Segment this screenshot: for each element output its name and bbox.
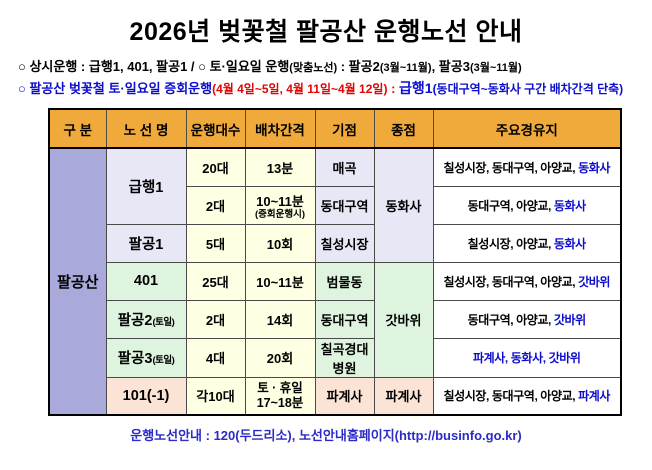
cell-r2-count: 2대 — [185, 185, 246, 225]
cell-r1-origin: 매곡 — [314, 147, 375, 187]
table-row-palgong1: 팔공1 5대 10회 칠성시장 칠성시장, 아양교, 동화사 — [49, 223, 622, 263]
note1-months-a: (3월~11월) — [379, 62, 432, 74]
cell-r6-count: 4대 — [185, 337, 246, 378]
via-highlight: 동화사 — [578, 160, 611, 175]
cell-terminus-gatbawi: 갓바위 — [373, 261, 434, 378]
route-name: 팔공3 — [117, 351, 153, 367]
cell-r6-route: 팔공3(토일) — [105, 337, 187, 378]
notice-page: 2026년 벚꽃철 팔공산 운행노선 안내 ○ 상시운행 : 급행1, 401,… — [0, 12, 652, 470]
via-stops: 칠성시장, 동대구역, 아양교, — [443, 160, 579, 175]
cell-r5-origin: 동대구역 — [314, 299, 375, 339]
interval-minutes: 17~18분 — [256, 395, 304, 410]
cell-r4-count: 25대 — [185, 261, 246, 301]
via-highlight: 파계사, 동화사, 갓바위 — [473, 351, 581, 365]
cell-r6-origin: 칠곡경대병원 — [314, 337, 375, 378]
cell-terminus-pagyesa: 파계사 — [373, 376, 434, 416]
route-day-note: (토일) — [152, 316, 175, 328]
note2-detail: (동대구역~동화사 구간 배차간격 단축) — [432, 82, 624, 96]
table-row-geuphaeng1-a: 팔공산 급행1 20대 13분 매곡 동화사 칠성시장, 동대구역, 아양교, … — [48, 147, 622, 416]
page-title: 2026년 벚꽃철 팔공산 운행노선 안내 — [129, 18, 523, 46]
via-stops: 칠성시장, 동대구역, 아양교, — [443, 389, 579, 404]
cell-r2-origin: 동대구역 — [314, 185, 375, 225]
col-header-origin: 기점 — [314, 108, 375, 149]
cell-terminus-donghwasa: 동화사 — [373, 147, 434, 263]
via-stops: 동대구역, 아양교, — [467, 198, 554, 213]
note1-custom-route: (맞춤노선) — [289, 62, 338, 74]
note1-route3: , 팔공3 — [431, 59, 470, 74]
note1-months-b: (3월~11월) — [469, 62, 522, 74]
cell-r3-interval: 10회 — [244, 223, 316, 263]
via-stops: 동대구역, 아양교, — [467, 312, 554, 327]
cell-r3-route: 팔공1 — [105, 223, 187, 263]
cell-r1-route: 급행1 — [105, 147, 187, 225]
interval-days: 토 · 휴일 — [257, 380, 303, 395]
via-highlight: 파계사 — [578, 389, 611, 404]
col-header-terminus: 종점 — [373, 108, 434, 149]
notes-block: ○ 상시운행 : 급행1, 401, 팔공1 / ○ 토·일요일 운행(맞춤노선… — [18, 57, 634, 99]
note2-dates: (4월 4일~5일, 4월 11일~4월 12일) — [212, 82, 388, 96]
note1-main: ○ 상시운행 : 급행1, 401, 팔공1 / ○ 토·일요일 운행 — [18, 59, 290, 74]
via-highlight: 갓바위 — [578, 274, 611, 289]
cell-r5-route: 팔공2(토일) — [105, 299, 187, 339]
interval-main: 10~11분 — [256, 193, 304, 209]
table-row-palgong3: 팔공3(토일) 4대 20회 칠곡경대병원 파계사, 동화사, 갓바위 — [49, 337, 622, 378]
via-highlight: 갓바위 — [553, 312, 586, 327]
cell-group-palgongsan: 팔공산 — [48, 147, 107, 416]
cell-r6-via: 파계사, 동화사, 갓바위 — [432, 337, 622, 378]
via-stops: 칠성시장, 아양교, — [467, 236, 554, 251]
table-row-101: 101(-1) 각10대 토 · 휴일 17~18분 파계사 파계사 칠성시장, … — [49, 376, 622, 416]
table-row-palgong2: 팔공2(토일) 2대 14회 동대구역 동대구역, 아양교, 갓바위 — [49, 299, 622, 339]
via-highlight: 동화사 — [553, 236, 586, 251]
cell-r7-route: 101(-1) — [105, 376, 187, 416]
cell-r7-interval: 토 · 휴일 17~18분 — [244, 376, 316, 416]
route-day-note: (토일) — [152, 355, 175, 366]
cell-r7-via: 칠성시장, 동대구역, 아양교, 파계사 — [432, 376, 622, 416]
via-highlight: 동화사 — [553, 198, 586, 213]
cell-r1-via: 칠성시장, 동대구역, 아양교, 동화사 — [432, 147, 622, 187]
cell-r3-via: 칠성시장, 아양교, 동화사 — [432, 223, 622, 263]
note2-colon: : — [387, 81, 400, 96]
footer-contact-info: 운행노선안내 : 120(두드리소), 노선안내홈페이지(http://busi… — [130, 428, 522, 443]
cell-r5-interval: 14회 — [244, 299, 316, 339]
cell-r3-count: 5대 — [185, 223, 246, 263]
col-header-category: 구 분 — [48, 108, 107, 149]
table-row-401: 401 25대 10~11분 범물동 갓바위 칠성시장, 동대구역, 아양교, … — [49, 261, 622, 378]
table-row-geuphaeng1-b: 2대 10~11분 (증회운행시) 동대구역 동대구역, 아양교, 동화사 — [49, 185, 622, 225]
note-regular-operation: ○ 상시운행 : 급행1, 401, 팔공1 / ○ 토·일요일 운행(맞춤노선… — [18, 57, 634, 78]
note-extra-operation: ○ 팔공산 벚꽃철 토·일요일 증회운행(4월 4일~5일, 4월 11일~4월… — [18, 78, 634, 99]
col-header-route: 노 선 명 — [105, 108, 187, 149]
via-stops: 칠성시장, 동대구역, 아양교, — [443, 274, 579, 289]
note1-route2: : 팔공2 — [337, 59, 380, 74]
cell-r5-count: 2대 — [185, 299, 246, 339]
cell-r2-via: 동대구역, 아양교, 동화사 — [432, 185, 622, 225]
route-name: 팔공2 — [117, 312, 153, 329]
routes-table: 구 분 노 선 명 운행대수 배차간격 기점 종점 주요경유지 팔공산 급행1 … — [48, 108, 622, 416]
cell-r6-interval: 20회 — [244, 337, 316, 378]
cell-r4-via: 칠성시장, 동대구역, 아양교, 갓바위 — [432, 261, 622, 301]
header-row: 구 분 노 선 명 운행대수 배차간격 기점 종점 주요경유지 — [48, 108, 622, 149]
note2-main: ○ 팔공산 벚꽃철 토·일요일 증회운행 — [18, 81, 213, 96]
col-header-bus-count: 운행대수 — [185, 108, 246, 149]
cell-r2-interval: 10~11분 (증회운행시) — [244, 185, 316, 225]
cell-r1-count: 20대 — [185, 147, 246, 187]
cell-r5-via: 동대구역, 아양교, 갓바위 — [432, 299, 622, 339]
interval-note: (증회운행시) — [254, 208, 306, 220]
cell-r1-interval: 13분 — [244, 147, 316, 187]
cell-r4-route: 401 — [105, 261, 187, 301]
cell-r4-origin: 범물동 — [314, 261, 375, 301]
note2-route: 급행1 — [399, 80, 433, 96]
cell-r7-origin: 파계사 — [314, 376, 375, 416]
cell-r4-interval: 10~11분 — [244, 261, 316, 301]
col-header-via: 주요경유지 — [432, 108, 622, 149]
cell-r3-origin: 칠성시장 — [314, 223, 375, 263]
cell-r7-count: 각10대 — [185, 376, 246, 416]
col-header-interval: 배차간격 — [244, 108, 316, 149]
